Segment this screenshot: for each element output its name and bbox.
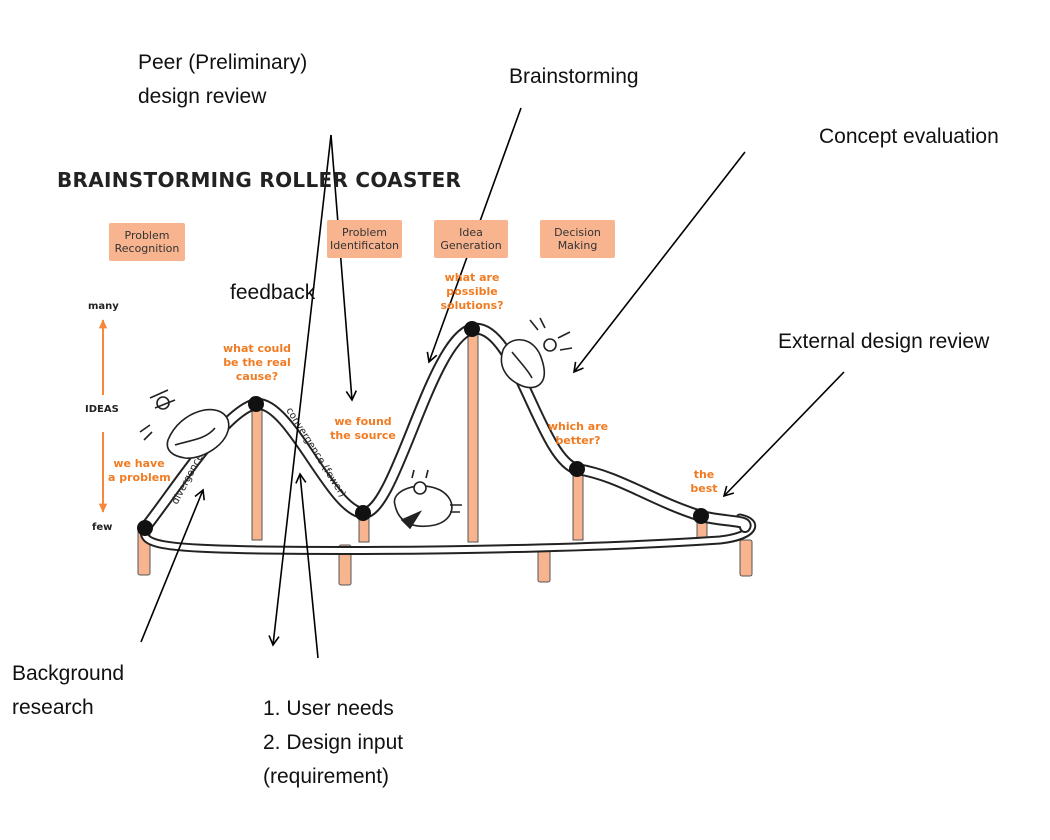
label-line: which are (547, 420, 609, 433)
axis-label-few: few (92, 522, 113, 533)
annotation-feedback: feedback (230, 281, 316, 304)
pillar (537, 547, 551, 583)
label-line: what could (222, 342, 292, 355)
background-research-arrow (140, 488, 206, 643)
rider-cart-1 (139, 389, 230, 459)
return-track (139, 513, 756, 556)
axis-label-ideas: IDEAS (85, 404, 119, 415)
axis-label-many: many (88, 301, 119, 312)
peer-review-arrow-to-found (330, 134, 358, 402)
pillar (467, 329, 479, 543)
stage-problem-identification: Problem Identificaton (327, 220, 402, 258)
node-dot (355, 505, 371, 521)
annotation-user-needs: 1. User needs 2. Design input (requireme… (263, 692, 403, 794)
annotation-concept-evaluation: Concept evaluation (819, 125, 999, 148)
label-line: a problem (108, 471, 171, 484)
label-line: the source (330, 429, 396, 442)
stage-line: Identificaton (329, 239, 400, 252)
node-dot (693, 508, 709, 524)
pillar (251, 404, 263, 541)
pillar (739, 539, 753, 577)
annotation-line: Peer (Preliminary) (138, 51, 308, 74)
track-pillars (137, 329, 753, 586)
annotation-line: 2. Design input (263, 731, 404, 754)
annotation-brainstorming: Brainstorming (509, 65, 639, 88)
external-review-arrow (722, 371, 845, 498)
stage-line: Generation (440, 239, 502, 252)
label-line: best (690, 482, 718, 495)
stage-line: Decision (554, 226, 601, 239)
stage-line: Problem (124, 229, 170, 242)
stage-line: Problem (342, 226, 387, 239)
label-which-are-better: which are better? (545, 420, 611, 448)
stage-line: Idea (459, 226, 483, 239)
node-dot (248, 396, 264, 412)
label-what-could-be-the-real-cause: what could be the real cause? (222, 342, 292, 384)
annotation-line: 1. User needs (263, 697, 394, 720)
stage-problem-recognition: Problem Recognition (109, 223, 185, 261)
rider-cart-3 (500, 317, 573, 389)
label-line: we found (334, 415, 392, 428)
stage-decision-making: Decision Making (540, 220, 615, 258)
label-what-are-possible-solutions: what are possible solutions? (438, 271, 506, 313)
label-line: solutions? (440, 299, 504, 312)
label-we-found-the-source: we found the source (330, 415, 396, 443)
concept-evaluation-arrow (572, 151, 746, 374)
rider-cart-2 (393, 469, 462, 530)
node-dot (137, 520, 153, 536)
label-line: be the real (223, 356, 291, 369)
annotation-peer-review: Peer (Preliminary) design review (138, 46, 307, 114)
node-dot (464, 321, 480, 337)
diagram-title: BRAINSTORMING ROLLER COASTER (57, 168, 462, 192)
stage-line: Making (557, 239, 598, 252)
annotation-external-design-review: External design review (778, 330, 990, 353)
annotation-line: research (12, 696, 94, 719)
stage-idea-generation: Idea Generation (434, 220, 508, 258)
stage-line: Recognition (114, 242, 180, 255)
label-we-have-a-problem: we have a problem (108, 457, 171, 485)
node-dot (569, 461, 585, 477)
label-line: possible (446, 285, 498, 298)
label-line: the (693, 468, 715, 481)
pillar (572, 469, 584, 541)
label-line: we have (113, 457, 165, 470)
label-the-best: the best (684, 468, 724, 496)
label-line: cause? (235, 370, 279, 383)
track-nodes (137, 321, 709, 536)
user-needs-arrow (295, 472, 319, 659)
label-line: better? (555, 434, 601, 447)
annotation-line: (requirement) (263, 765, 390, 788)
label-line: what are (444, 271, 500, 284)
annotation-line: design review (138, 85, 267, 108)
annotation-line: Background (12, 662, 125, 685)
peer-review-arrow-to-feedback (268, 134, 332, 647)
annotation-background-research: Background research (12, 657, 124, 725)
